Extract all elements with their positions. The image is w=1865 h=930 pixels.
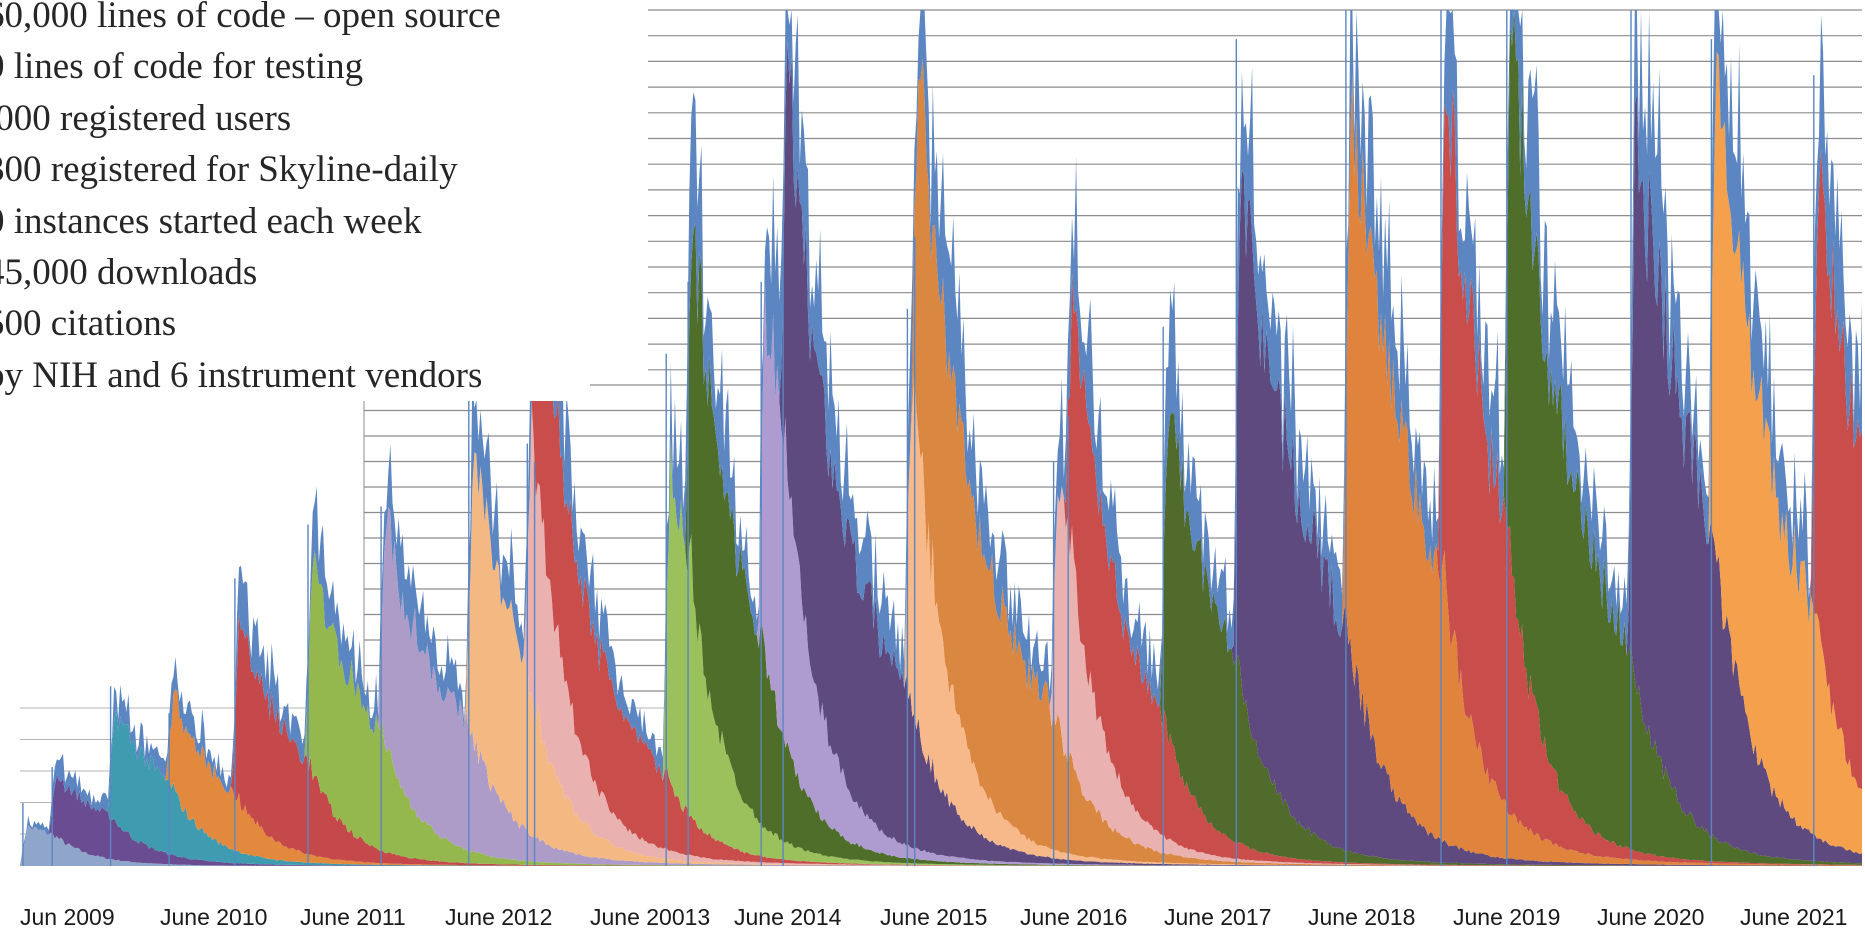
stat-testing-code: 0 lines of code for testing — [0, 46, 364, 88]
x-tick-label: June 2016 — [1020, 904, 1127, 930]
stat-downloads: 45,000 downloads — [0, 252, 258, 294]
x-tick-label: June 2019 — [1453, 904, 1560, 930]
release-area-2 — [20, 708, 1862, 866]
release-area-20 — [20, 40, 1862, 866]
x-tick-label: June 2020 — [1597, 904, 1704, 930]
release-area-23 — [20, 10, 1862, 866]
x-tick-label: June 2015 — [880, 904, 987, 930]
stat-funding: by NIH and 6 instrument vendors — [0, 354, 483, 396]
stat-lines-of-code: 60,000 lines of code – open source — [0, 0, 501, 36]
release-area-7 — [20, 452, 1862, 866]
x-tick-label: June 2010 — [160, 904, 267, 930]
release-area-15 — [20, 40, 1862, 866]
stats-box: 60,000 lines of code – open source 0 lin… — [0, 0, 590, 402]
release-spikes — [22, 10, 1815, 866]
x-tick-label: June 2011 — [300, 904, 406, 930]
x-tick-label: June 2017 — [1164, 904, 1271, 930]
release-areas — [20, 10, 1862, 866]
release-area-6 — [20, 507, 1862, 866]
stat-instances-weekly: 0 instances started each week — [0, 200, 422, 242]
x-tick-label: June 20013 — [590, 904, 710, 930]
release-area-14 — [20, 40, 1862, 866]
stat-skyline-daily: 300 registered for Skyline-daily — [0, 149, 458, 191]
x-tick-label: June 2021 — [1740, 904, 1847, 930]
release-area-top — [20, 10, 1862, 866]
stat-registered-users: ,000 registered users — [0, 97, 292, 139]
x-tick-label: Jun 2009 — [20, 904, 115, 930]
stat-citations: 500 citations — [0, 303, 177, 345]
x-tick-label: June 2018 — [1308, 904, 1415, 930]
x-tick-label: June 2012 — [445, 904, 552, 930]
x-axis: Jun 2009 June 2010 June 2011 June 2012 June … — [20, 904, 1847, 930]
x-tick-label: June 2014 — [734, 904, 842, 930]
